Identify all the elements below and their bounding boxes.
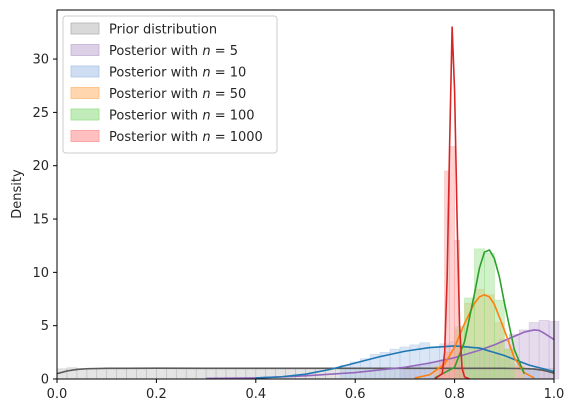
histogram-bar-series-0 <box>116 368 127 380</box>
legend-label: Posterior with n = 50 <box>109 87 246 102</box>
legend-label: Posterior with n = 10 <box>109 66 246 81</box>
y-axis: 0 5 10 15 20 25 30 <box>32 53 57 388</box>
legend-label: Prior distribution <box>109 23 217 38</box>
histogram-bar-series-0 <box>175 367 187 380</box>
legend-entry: Posterior with n = 10 <box>70 65 246 81</box>
x-tick-label: 0.8 <box>444 387 465 402</box>
y-tick-label: 20 <box>32 159 49 174</box>
x-tick-label: 0.4 <box>245 387 266 402</box>
legend-entry: Posterior with n = 50 <box>70 87 246 102</box>
x-axis: 0.0 0.2 0.4 0.6 0.8 1.0 <box>47 379 565 402</box>
histogram-bar-series-0 <box>146 367 157 380</box>
histogram-bar-series-0 <box>126 367 137 380</box>
histogram-bar-series-0 <box>215 368 227 380</box>
histogram-bar-series-0 <box>86 367 98 380</box>
histogram-bar-series-0 <box>156 368 167 380</box>
histogram-bar-series-4 <box>464 297 475 380</box>
density-curves <box>56 26 555 380</box>
legend-swatch <box>70 130 100 142</box>
x-tick-label: 0.2 <box>146 387 167 402</box>
legend: Prior distribution Posterior with n = 5 Po… <box>62 15 278 154</box>
histogram-bar-series-0 <box>195 367 207 380</box>
histogram-bar-series-0 <box>76 368 88 380</box>
histogram-bar-series-0 <box>166 368 177 380</box>
legend-swatch <box>70 108 100 121</box>
histograms <box>56 146 560 380</box>
histogram-bar-series-0 <box>285 368 296 380</box>
histogram-bar-series-0 <box>96 368 108 380</box>
density-curve-series-1 <box>206 329 555 380</box>
legend-swatch <box>70 22 100 35</box>
legend-entry: Posterior with n = 5 <box>70 44 238 59</box>
y-tick-label: 10 <box>32 266 49 281</box>
legend-entry: Posterior with n = 1000 <box>70 130 263 145</box>
axes-frame <box>56 9 555 380</box>
histogram-bar-series-4 <box>494 299 505 380</box>
histogram-bar-series-4 <box>484 252 495 380</box>
plot-area <box>56 26 560 380</box>
density-curve-series-3 <box>414 293 535 379</box>
histogram-bar-series-0 <box>136 368 147 380</box>
y-tick-label: 5 <box>41 319 49 334</box>
legend-swatch <box>70 87 100 99</box>
legend-entry: Posterior with n = 100 <box>70 108 255 124</box>
y-tick-label: 30 <box>32 53 49 68</box>
legend-box <box>62 15 278 154</box>
x-tick-label: 0.0 <box>47 387 68 402</box>
legend-swatch <box>70 44 100 56</box>
y-axis-label: Density <box>10 169 25 219</box>
density-curve-series-4 <box>434 249 525 379</box>
histogram-bar-series-5 <box>449 146 455 380</box>
legend-label: Posterior with n = 1000 <box>109 130 263 145</box>
x-tick-label: 1.0 <box>544 387 565 402</box>
legend-label: Posterior with n = 5 <box>109 44 238 59</box>
y-tick-label: 25 <box>32 106 49 121</box>
x-tick-label: 0.6 <box>345 387 366 402</box>
histogram-bar-series-0 <box>185 368 197 380</box>
density-curve-series-0 <box>56 367 555 375</box>
density-curve-series-5 <box>434 26 470 380</box>
legend-swatch <box>70 65 100 78</box>
histogram-bar-series-0 <box>106 367 117 380</box>
density-curve-series-2 <box>255 345 555 379</box>
histogram-bar-series-0 <box>205 368 217 380</box>
y-tick-label: 0 <box>41 373 49 388</box>
y-tick-label: 15 <box>32 213 49 228</box>
legend-label: Posterior with n = 100 <box>109 109 255 124</box>
legend-entry: Prior distribution <box>70 22 217 38</box>
